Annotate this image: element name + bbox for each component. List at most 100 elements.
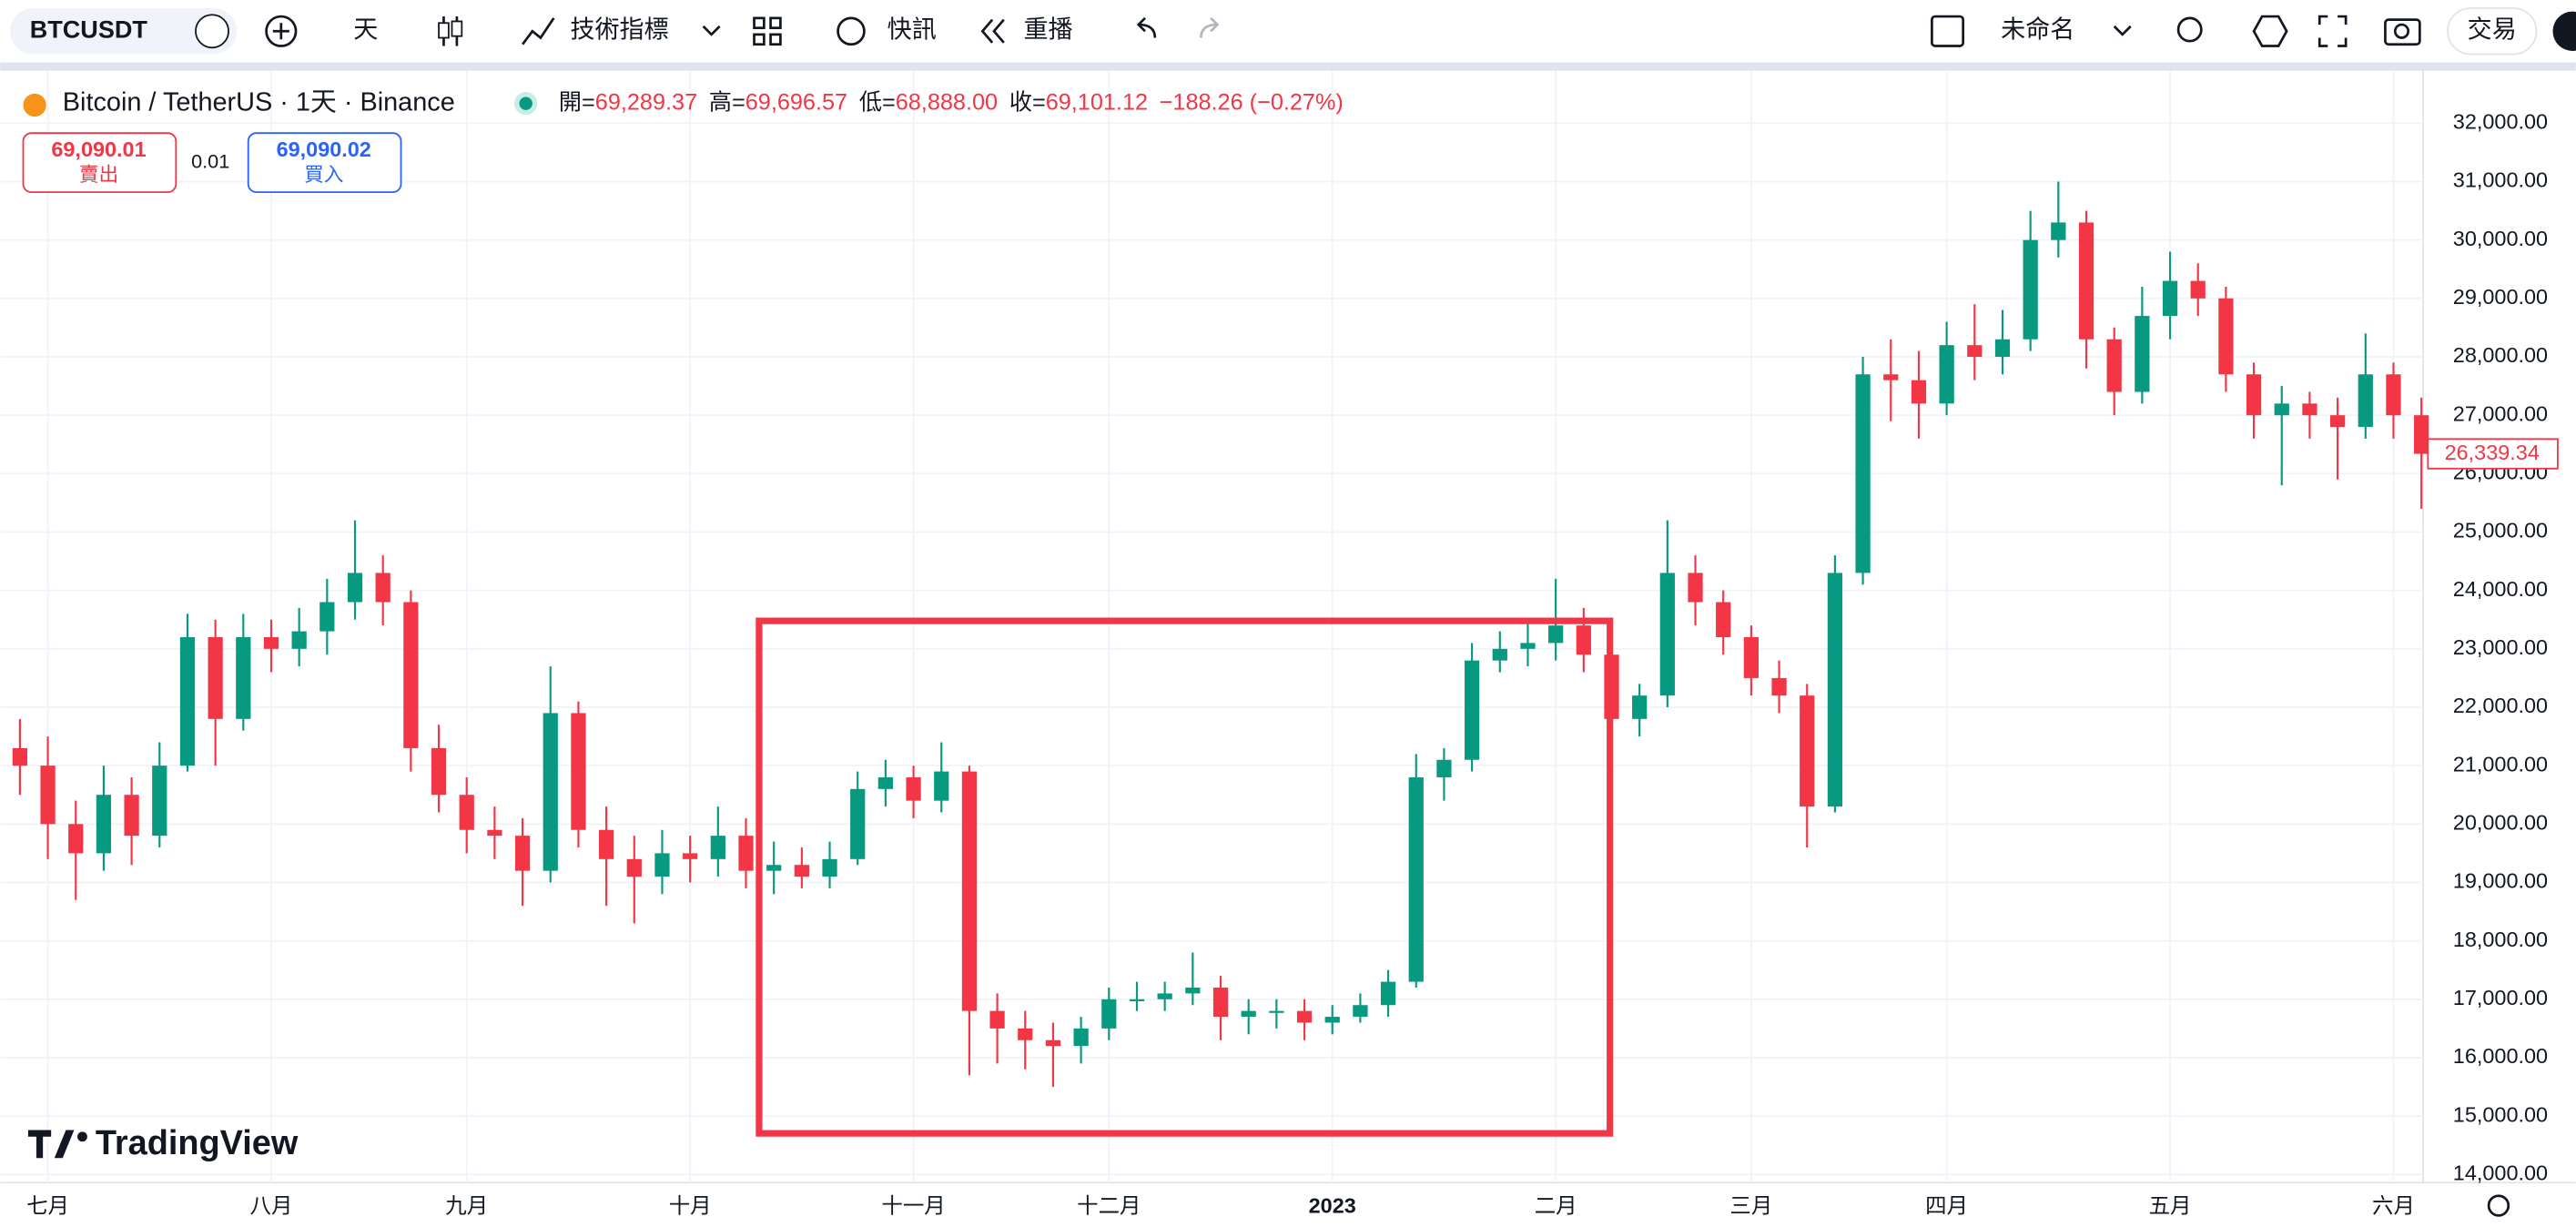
indicators-button[interactable]: 技術指標 [570,15,668,43]
candle-body [2106,339,2122,392]
y-tick-label: 18,000.00 [2453,928,2548,951]
sell-button[interactable] [22,132,177,194]
symbol-search[interactable] [10,8,238,55]
buy-price[interactable]: 69,090.02 [277,137,371,161]
candle-body [571,713,586,830]
fullscreen-button[interactable] [2317,15,2348,47]
candle-body [1324,1017,1340,1023]
candle-body [626,858,642,877]
undo-button[interactable] [1136,16,1157,38]
candle-body [794,865,809,877]
candle-body [654,853,670,877]
add-icon [272,23,289,40]
y-tick-label: 23,000.00 [2453,635,2548,659]
y-tick-label: 31,000.00 [2453,168,2548,192]
legend-label: 開= [559,89,595,115]
x-tick-label: 九月 [445,1194,488,1218]
y-tick-label: 16,000.00 [2453,1044,2548,1068]
candle-body [2386,374,2401,416]
x-tick-label: 2023 [1309,1194,1356,1218]
dropdown-icon[interactable] [702,25,721,36]
buy-button[interactable] [247,132,402,194]
alerts-button[interactable]: 快訊 [887,15,937,43]
candle-body [934,771,949,801]
snapshot-button[interactable] [2384,18,2421,46]
settings-button[interactable] [2252,15,2288,47]
candle-body [2302,403,2317,416]
redo-button[interactable] [1200,16,1220,38]
x-tick-label: 六月 [2372,1194,2415,1218]
interval-button[interactable]: 天 [353,15,378,43]
y-tick-label: 17,000.00 [2453,986,2548,1009]
candle-body [1716,602,1731,637]
y-tick-label: 29,000.00 [2453,285,2548,309]
candle-body [2218,298,2234,375]
last-price-label: 26,339.34 [2445,441,2540,464]
candle-body [822,858,837,877]
candle-body [2135,316,2150,392]
candle-body [1101,999,1117,1029]
candle-body [1743,636,1760,678]
sell-price[interactable]: 69,090.01 [51,137,146,161]
candle-body [1855,374,1871,573]
premium-icon[interactable] [195,14,229,49]
symbol[interactable]: BTCUSDT [30,15,148,43]
x-tick-label: 八月 [250,1194,293,1218]
ohlc-legend: 開=69,289.37 高=69,696.57 低=68,888.00 收=69,10… [559,89,1344,115]
candle-body [459,795,474,830]
avatar[interactable] [2552,11,2576,51]
replay-button[interactable]: 重播 [1023,15,1072,43]
last-price-box [2427,438,2559,470]
toolbar-divider [0,62,2576,71]
candle-body [1994,339,2011,358]
x-tick-label: 五月 [2149,1194,2192,1218]
market-status-dot [519,96,532,110]
candle-body [850,788,866,859]
candle-body [263,636,279,649]
candle-body [1827,573,1843,807]
symbol-title: Bitcoin / TetherUS · 1天 · Binance [63,87,455,117]
x-tick-label: 十月 [669,1194,712,1218]
candle-body [2414,415,2429,454]
candle-body [96,795,112,854]
axis-settings-button[interactable] [2487,1194,2510,1217]
x-tick-label: 十一月 [881,1194,945,1218]
candle-body [152,766,167,837]
candle-body [1688,573,1703,603]
candle-body [2190,280,2206,299]
y-tick-label: 15,000.00 [2453,1102,2548,1126]
candle-body [1800,695,1815,807]
sell-label[interactable]: 賣出 [79,163,118,186]
candles [12,181,2429,1088]
candle-body [291,631,307,649]
candle-body [347,573,363,603]
buy-label[interactable]: 買入 [304,163,343,186]
candle-body [2051,222,2066,240]
candle-body [1073,1028,1089,1047]
replay-icon [980,18,1005,44]
x-tick-label: 二月 [1535,1194,1577,1218]
y-tick-label: 19,000.00 [2453,869,2548,893]
candle-body [514,836,531,871]
layout-icon[interactable] [1931,15,1965,47]
quick-search-button[interactable] [2176,16,2203,43]
candle-body [1408,776,1424,982]
snapshot-icon [2393,23,2410,39]
trade-label[interactable]: 交易 [2468,15,2517,43]
layout-name[interactable]: 未命名 [2001,15,2074,43]
candle-body [1520,643,1536,649]
dropdown-icon[interactable] [2113,25,2132,36]
candle-body [2162,280,2178,317]
trade-button[interactable] [2447,7,2538,56]
candle-body [1967,345,1983,358]
templates-button[interactable] [753,16,782,46]
candle-body [2078,222,2094,340]
candle-body [1659,573,1675,696]
add-symbol-button[interactable] [265,15,298,47]
candle-body [208,636,223,719]
candle-body [236,636,251,719]
candle-body [2329,415,2346,428]
grid [0,70,2423,1183]
